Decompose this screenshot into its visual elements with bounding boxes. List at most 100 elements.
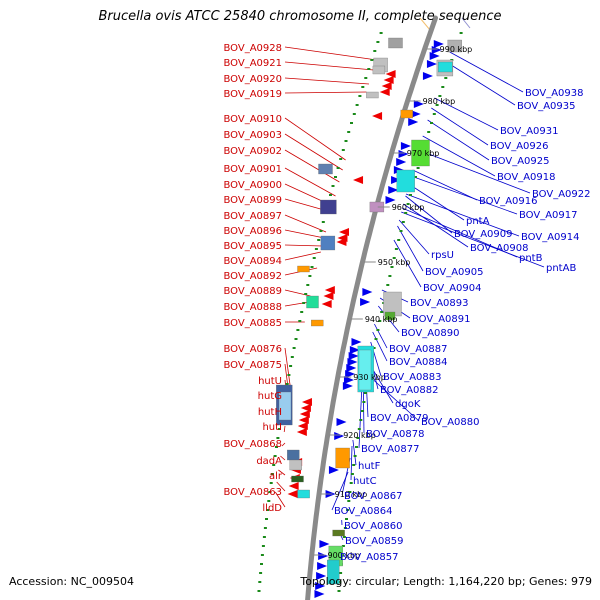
gene-label-rpsu: rpsU <box>431 250 454 261</box>
track-dot <box>444 77 448 79</box>
track-dot <box>386 284 390 286</box>
forward-gene-arrow <box>348 352 359 360</box>
label-connector <box>284 347 292 393</box>
gene-block <box>291 475 304 483</box>
label-connector <box>284 229 325 239</box>
track-dot <box>392 257 396 259</box>
gene-label-bov_a0916: BOV_A0916 <box>479 196 538 207</box>
track-dot <box>441 86 445 88</box>
track-dot <box>294 338 298 340</box>
top-connector <box>461 17 471 29</box>
track-dot <box>287 374 291 376</box>
gene-block <box>411 139 430 167</box>
label-connector <box>281 442 286 447</box>
topology-text: Topology: circular; Length: 1,164,220 bp… <box>300 575 592 588</box>
forward-gene-arrow <box>317 562 328 570</box>
reverse-gene-arrow <box>381 82 392 90</box>
track-dot <box>334 176 337 178</box>
label-connector <box>352 439 357 466</box>
gene-label-bov_a0902: BOV_A0902 <box>223 146 282 157</box>
gene-label-bov_a0910: BOV_A0910 <box>223 114 282 125</box>
gene-label-bov_a0867: BOV_A0867 <box>344 491 403 502</box>
label-connector <box>284 149 340 183</box>
label-connector <box>405 193 520 237</box>
gene-label-bov_a0935: BOV_A0935 <box>517 101 576 112</box>
gene-label-bov_a0926: BOV_A0926 <box>490 141 549 152</box>
kbp-tick-label: 960 kbp <box>392 203 425 212</box>
gene-label-bov_a0876: BOV_A0876 <box>223 344 282 355</box>
track-dot <box>409 194 412 196</box>
map-title: Brucella ovis ATCC 25840 chromosome II, … <box>98 9 502 24</box>
track-dot <box>336 167 340 169</box>
gene-label-hutc: hutC <box>353 476 377 487</box>
gene-label-pntb: pntB <box>519 253 543 264</box>
forward-gene-arrow <box>315 582 326 590</box>
forward-gene-arrow <box>388 186 399 194</box>
track-dot <box>397 239 401 241</box>
track-dot <box>306 284 310 286</box>
label-connector <box>284 244 323 247</box>
gene-block <box>335 447 350 469</box>
gene-label-bov_a0928: BOV_A0928 <box>223 43 282 54</box>
track-dot <box>302 302 306 304</box>
gene-block <box>311 319 324 327</box>
label-connector <box>284 46 377 61</box>
label-connector <box>393 239 422 288</box>
track-dot <box>260 563 263 565</box>
label-connector <box>422 135 496 177</box>
gene-block <box>320 235 336 251</box>
track-dot <box>352 113 356 115</box>
label-connector <box>374 323 388 349</box>
gene-label-bov_a0857: BOV_A0857 <box>340 552 399 563</box>
reverse-gene-arrow <box>297 422 308 430</box>
track-dot <box>344 140 348 142</box>
gene-label-huth: hutH <box>258 407 282 418</box>
gene-block <box>327 559 340 585</box>
reverse-gene-arrow <box>323 292 334 300</box>
gene-label-bov_a0892: BOV_A0892 <box>223 271 282 282</box>
track-dot <box>360 410 364 412</box>
forward-gene-arrow <box>426 60 437 68</box>
track-dot <box>343 527 347 529</box>
gene-label-bov_a0863: BOV_A0863 <box>223 487 282 498</box>
gene-label-bov_a0925: BOV_A0925 <box>491 156 550 167</box>
track-dot <box>355 104 359 106</box>
track-dot <box>349 482 353 484</box>
gene-label-bov_a0897: BOV_A0897 <box>223 211 282 222</box>
gene-label-bov_a0880: BOV_A0880 <box>421 417 480 428</box>
gene-label-bov_a0883: BOV_A0883 <box>383 372 442 383</box>
label-connector <box>284 167 336 197</box>
track-dot <box>329 194 332 196</box>
track-dot <box>361 86 365 88</box>
label-connector <box>397 225 424 272</box>
gene-block <box>358 349 372 391</box>
gene-label-alr: alr <box>269 471 283 482</box>
forward-gene-arrow <box>410 110 421 118</box>
reverse-gene-arrow <box>299 410 310 418</box>
forward-gene-arrow <box>316 572 327 580</box>
gene-label-bov_a0931: BOV_A0931 <box>500 126 559 137</box>
track-dot <box>341 149 345 151</box>
forward-gene-arrow <box>342 382 353 390</box>
track-dot <box>261 545 265 547</box>
gene-label-bov_a0878: BOV_A0878 <box>366 429 425 440</box>
kbp-tick-label: 930 kbp <box>353 373 386 382</box>
gene-block <box>318 163 333 175</box>
gene-label-dgok: dgoK <box>395 399 421 410</box>
gene-label-bov_a0890: BOV_A0890 <box>401 328 460 339</box>
reverse-gene-arrow <box>379 88 390 96</box>
gene-label-bov_a0921: BOV_A0921 <box>223 58 282 69</box>
track-dot <box>350 122 353 124</box>
gene-label-hutf: hutF <box>358 461 381 472</box>
reverse-gene-arrow <box>353 176 364 184</box>
gene-label-bov_a0868: BOV_A0868 <box>223 439 282 450</box>
track-dot <box>438 95 442 97</box>
reverse-gene-arrow <box>321 300 332 308</box>
track-dot <box>304 293 308 295</box>
gene-block <box>320 199 337 215</box>
reverse-gene-arrow <box>338 228 349 236</box>
track-dot <box>379 32 383 34</box>
track-dot <box>285 383 289 385</box>
label-connector <box>284 77 370 85</box>
track-dot <box>435 104 439 106</box>
